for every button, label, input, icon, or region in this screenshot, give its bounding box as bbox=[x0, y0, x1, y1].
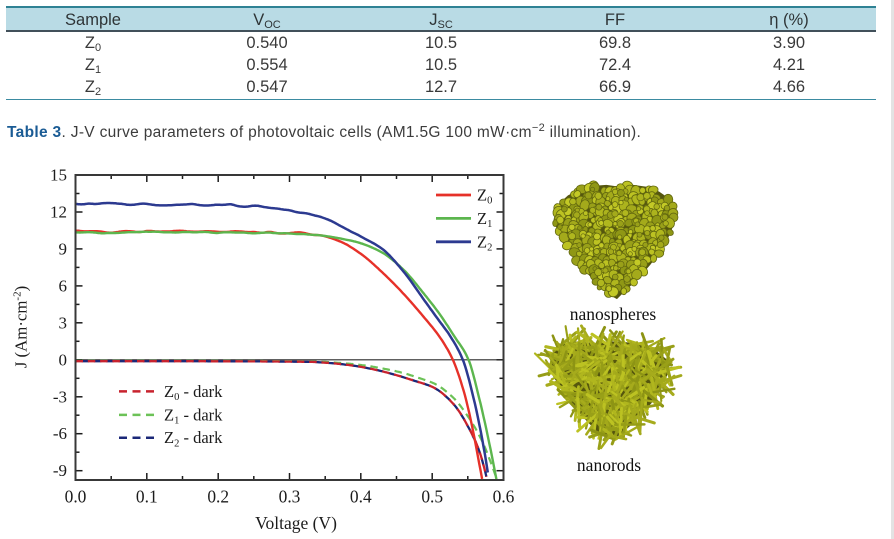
svg-text:0.6: 0.6 bbox=[493, 487, 515, 507]
svg-text:Z0: Z0 bbox=[477, 186, 492, 207]
svg-text:0.2: 0.2 bbox=[207, 487, 229, 507]
svg-text:3: 3 bbox=[59, 313, 68, 332]
svg-text:Z1 - dark: Z1 - dark bbox=[164, 405, 223, 426]
svg-text:15: 15 bbox=[50, 166, 67, 185]
svg-text:0.4: 0.4 bbox=[350, 487, 372, 507]
svg-text:Voltage (V): Voltage (V) bbox=[255, 513, 337, 533]
svg-text:Z2 - dark: Z2 - dark bbox=[164, 428, 223, 449]
svg-text:0.1: 0.1 bbox=[136, 487, 158, 507]
svg-text:0: 0 bbox=[59, 350, 68, 369]
svg-text:-6: -6 bbox=[53, 424, 67, 443]
svg-text:nanorods: nanorods bbox=[577, 455, 641, 475]
svg-text:-9: -9 bbox=[53, 461, 67, 480]
svg-text:nanospheres: nanospheres bbox=[570, 304, 657, 324]
svg-text:9: 9 bbox=[59, 239, 68, 258]
svg-text:12: 12 bbox=[50, 203, 67, 222]
svg-text:0.0: 0.0 bbox=[65, 487, 87, 507]
svg-text:-3: -3 bbox=[53, 387, 67, 406]
svg-text:J (Am·cm-2): J (Am·cm-2) bbox=[12, 286, 31, 368]
svg-text:Z2: Z2 bbox=[477, 232, 492, 253]
svg-text:0.5: 0.5 bbox=[421, 487, 443, 507]
svg-text:0.3: 0.3 bbox=[279, 487, 301, 507]
svg-text:6: 6 bbox=[59, 276, 68, 295]
svg-text:Z0 - dark: Z0 - dark bbox=[164, 382, 223, 403]
svg-text:Z1: Z1 bbox=[477, 209, 492, 230]
